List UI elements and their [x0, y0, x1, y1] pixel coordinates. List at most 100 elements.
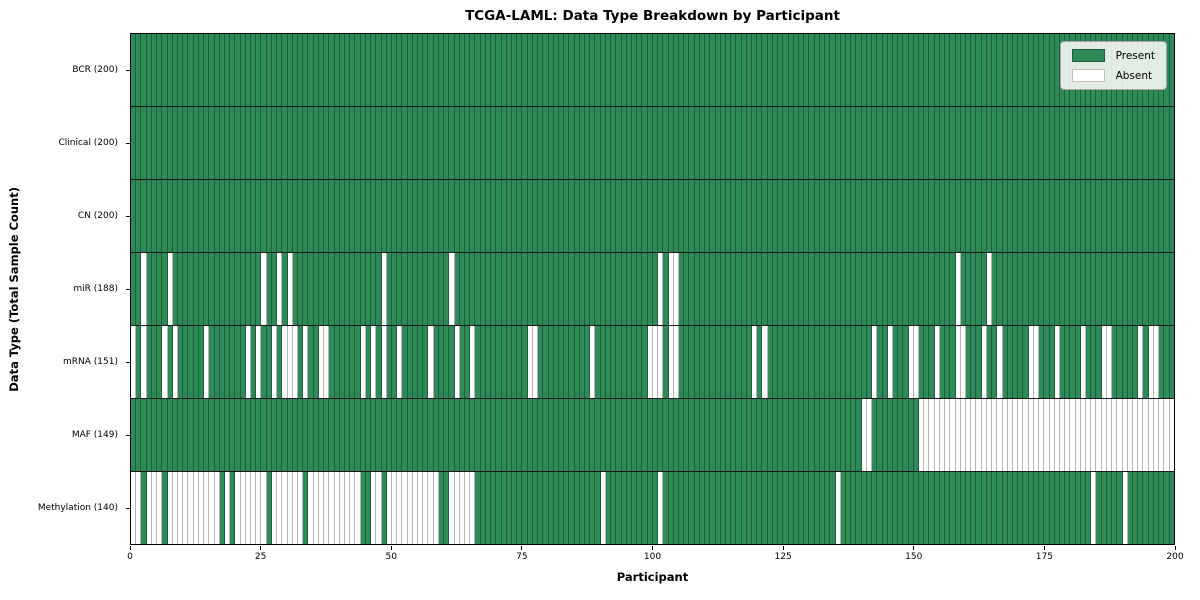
heatmap-cell [887, 399, 893, 471]
heatmap-cell [819, 180, 826, 252]
x-tick-label: 150 [905, 552, 923, 562]
heatmap-cell [1033, 326, 1040, 398]
heatmap-cell [663, 180, 669, 252]
heatmap-cell [172, 399, 178, 471]
heatmap-cell [407, 472, 413, 544]
heatmap-cell [579, 107, 586, 179]
heatmap-cell [412, 326, 419, 398]
heatmap-cell [224, 180, 231, 252]
heatmap-cell [694, 107, 700, 179]
heatmap-cell [736, 399, 742, 471]
heatmap-cell [1018, 399, 1024, 471]
heatmap-cell [616, 107, 622, 179]
heatmap-cell [235, 253, 241, 325]
heatmap-cell [1169, 472, 1174, 544]
heatmap-cell [966, 253, 972, 325]
heatmap-cell [882, 253, 888, 325]
heatmap-cell [684, 399, 690, 471]
heatmap-cell [736, 326, 742, 398]
heatmap-cell [449, 326, 455, 398]
heatmap-cell [1007, 472, 1013, 544]
heatmap-cell [804, 107, 810, 179]
heatmap-cell [371, 472, 377, 544]
heatmap-cell [1080, 472, 1087, 544]
heatmap-cell [371, 253, 377, 325]
heatmap-cell [548, 34, 554, 106]
heatmap-cell [1164, 399, 1170, 471]
heatmap-cell [402, 253, 408, 325]
heatmap-cell [131, 472, 137, 544]
heatmap-cell [245, 253, 252, 325]
heatmap-cell [616, 180, 622, 252]
heatmap-cell [652, 399, 659, 471]
heatmap-cell [1054, 472, 1060, 544]
heatmap-cell [1106, 326, 1113, 398]
heatmap-cell [684, 107, 690, 179]
heatmap-cell [809, 472, 815, 544]
heatmap-cell [1127, 472, 1133, 544]
heatmap-cell [658, 326, 664, 398]
heatmap-cell [605, 253, 612, 325]
x-tick-label: 75 [516, 552, 528, 562]
heatmap-cell [292, 399, 298, 471]
heatmap-cell [950, 253, 956, 325]
heatmap-cell [652, 180, 659, 252]
heatmap-cell [214, 34, 220, 106]
heatmap-cell [386, 180, 392, 252]
heatmap-cell [209, 253, 215, 325]
heatmap-cell [527, 34, 533, 106]
heatmap-cell [522, 472, 528, 544]
heatmap-cell [637, 180, 643, 252]
heatmap-cell [162, 34, 168, 106]
heatmap-cell [1127, 326, 1133, 398]
heatmap-cell [720, 253, 726, 325]
heatmap-cell [642, 34, 648, 106]
heatmap-cell [1080, 253, 1087, 325]
heatmap-cell [444, 326, 450, 398]
heatmap-cell [861, 180, 867, 252]
heatmap-cell [971, 472, 977, 544]
heatmap-cell [924, 34, 930, 106]
heatmap-cell [799, 399, 805, 471]
heatmap-cell [746, 253, 753, 325]
heatmap-cell [772, 326, 779, 398]
heatmap-cell [261, 180, 267, 252]
heatmap-cell [720, 107, 726, 179]
heatmap-cell [882, 326, 888, 398]
heatmap-cell [600, 34, 606, 106]
heatmap-cell [277, 472, 283, 544]
heatmap-cell [652, 472, 659, 544]
heatmap-cell [866, 180, 873, 252]
heatmap-cell [506, 326, 512, 398]
heatmap-cell [861, 399, 867, 471]
heatmap-cell [892, 34, 899, 106]
heatmap-cell [365, 326, 372, 398]
heatmap-cell [402, 472, 408, 544]
heatmap-cell [261, 107, 267, 179]
heatmap-cell [1086, 326, 1092, 398]
heatmap-cell [757, 326, 763, 398]
heatmap-cell [465, 107, 471, 179]
heatmap-cell [350, 399, 356, 471]
heatmap-cell [162, 399, 168, 471]
heatmap-cell [1018, 326, 1024, 398]
heatmap-cell [1044, 399, 1050, 471]
heatmap-cell [454, 34, 460, 106]
heatmap-cell [1044, 253, 1050, 325]
heatmap-cell [825, 107, 831, 179]
heatmap-cell [783, 180, 789, 252]
heatmap-cell [595, 253, 601, 325]
heatmap-cell [418, 472, 424, 544]
heatmap-cell [950, 326, 956, 398]
heatmap-cell [699, 326, 706, 398]
heatmap-cell [673, 472, 679, 544]
heatmap-cell [788, 34, 794, 106]
heatmap-cell [454, 472, 460, 544]
heatmap-cell [966, 399, 972, 471]
heatmap-cell [376, 472, 382, 544]
heatmap-cell [585, 253, 591, 325]
heatmap-cell [136, 399, 142, 471]
heatmap-cell [136, 253, 142, 325]
heatmap-cell [360, 472, 366, 544]
heatmap-cell [162, 326, 168, 398]
